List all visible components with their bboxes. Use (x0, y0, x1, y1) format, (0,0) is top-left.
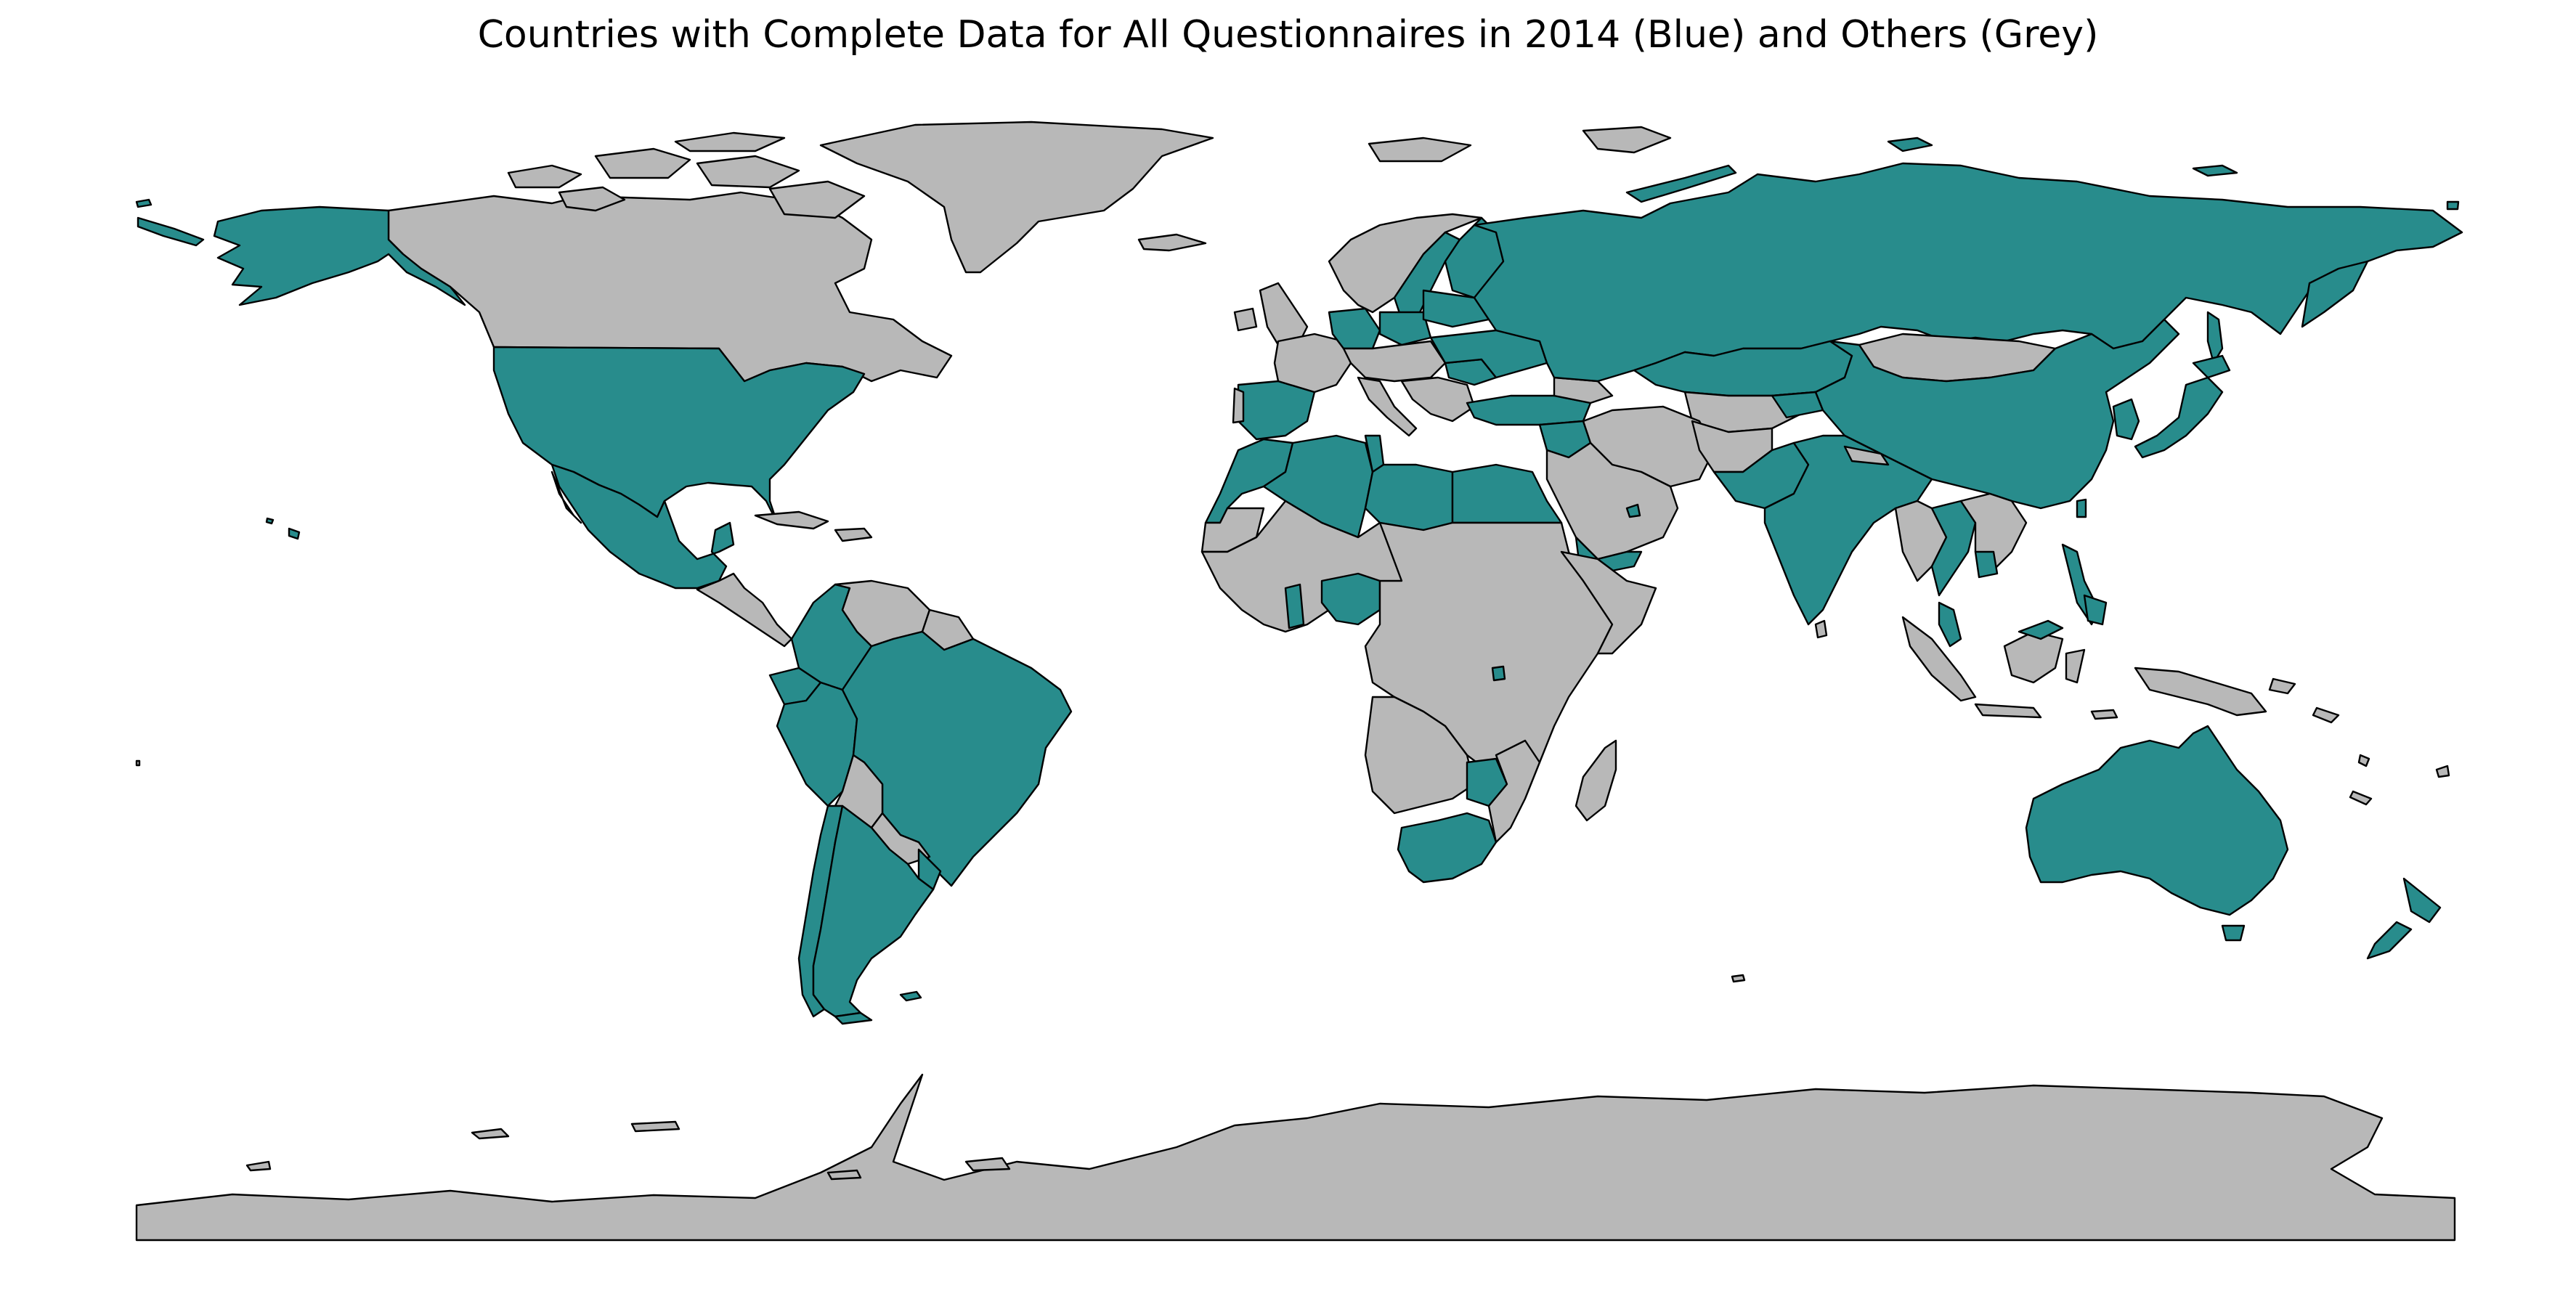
region-cambodia (1974, 550, 1999, 579)
region-cuba (754, 510, 829, 530)
region-java (1974, 703, 2042, 719)
region-borneo (2003, 630, 2064, 684)
region-usa (492, 346, 866, 524)
region-tierra-del-fuego (834, 1011, 873, 1025)
region-timor (2090, 709, 2118, 720)
region-baltics (1422, 289, 1490, 328)
region-arctic-archipelago-5 (768, 180, 866, 219)
region-fiji (2435, 765, 2450, 778)
region-canada (387, 191, 953, 390)
region-japan (2134, 376, 2224, 459)
region-severnaya-zemlya (1887, 137, 1933, 152)
region-antarctica (135, 1073, 2456, 1242)
region-australia (2025, 725, 2289, 916)
region-arctic-archipelago-6 (558, 186, 626, 212)
region-uganda (1491, 665, 1506, 682)
map-title: Countries with Complete Data for All Que… (477, 13, 2099, 57)
region-new-zealand-south (2366, 921, 2413, 960)
region-france (1273, 333, 1352, 394)
region-italy (1357, 376, 1418, 437)
region-mindanao (2083, 594, 2108, 626)
region-horn-of-africa (1560, 550, 1657, 655)
region-new-guinea (2134, 667, 2267, 717)
region-hispaniola (834, 527, 873, 542)
region-central-europe (1342, 340, 1447, 383)
region-ireland (1233, 307, 1258, 332)
region-antarctic-island-5 (245, 1160, 272, 1172)
region-morocco (1204, 438, 1294, 524)
region-kamchatka (2301, 260, 2369, 328)
region-arctic-island (1137, 233, 1207, 252)
region-arabia (1545, 441, 1679, 561)
region-iceland (1368, 137, 1472, 163)
region-new-zealand-north (2402, 877, 2442, 924)
region-arctic-archipelago-4 (674, 131, 786, 152)
region-arctic-archipelago-3 (696, 155, 800, 189)
region-mozambique (1487, 739, 1541, 844)
region-hokkaido (2192, 354, 2231, 379)
region-mexico (550, 463, 735, 590)
region-libya (1364, 463, 1454, 531)
region-malaysia-borneo (2018, 619, 2064, 640)
region-west-dot (135, 759, 141, 767)
region-portugal (1232, 387, 1245, 424)
region-new-siberian-islands (2192, 164, 2238, 177)
region-arctic-archipelago-2 (594, 147, 691, 179)
region-arctic-archipelago-1 (507, 164, 582, 189)
region-png-islands (2268, 677, 2296, 695)
region-aleutians (137, 216, 205, 247)
region-vanuatu (2357, 754, 2370, 767)
region-balkans (1400, 376, 1476, 423)
region-svalbard (1582, 126, 1672, 154)
region-hawaii-small (265, 517, 275, 525)
region-sakhalin (2206, 311, 2224, 364)
region-taiwan (2076, 498, 2087, 518)
region-oman-tip (1625, 503, 1641, 518)
region-south-africa (1397, 812, 1498, 884)
region-kerguelen (1731, 974, 1746, 983)
region-spain (1237, 380, 1316, 441)
region-argentina (812, 804, 935, 1018)
region-antarctic-island-2 (630, 1120, 680, 1133)
region-alaska (213, 205, 466, 306)
region-alaska-west-tip (135, 198, 153, 208)
region-solomons (2312, 706, 2340, 724)
region-sri-lanka (1814, 619, 1828, 639)
region-nigeria (1320, 572, 1381, 626)
region-ghana (1284, 583, 1305, 629)
region-central-africa (1364, 521, 1614, 786)
region-angola-zambia (1364, 696, 1476, 815)
region-egypt (1451, 463, 1563, 524)
region-korea (2112, 398, 2140, 441)
region-antarctic-island-4 (826, 1169, 862, 1181)
region-sulawesi (2065, 648, 2086, 684)
region-central-america (696, 572, 793, 648)
region-madagascar (1575, 739, 1617, 822)
region-hawaii (288, 527, 301, 540)
region-tasmania (2221, 924, 2246, 942)
region-new-caledonia (2349, 790, 2373, 806)
region-antarctic-island-3 (964, 1157, 1011, 1172)
region-antarctic-peninsula-island (471, 1128, 510, 1140)
region-russia-far-east-tip (2446, 200, 2460, 211)
region-novaya-zemlya (1625, 164, 1737, 203)
region-sumatra (1901, 616, 1977, 702)
region-uk (1259, 282, 1309, 346)
region-greenland (819, 121, 1214, 274)
region-poland (1378, 311, 1432, 346)
region-falklands (899, 990, 922, 1002)
region-nepal (1843, 445, 1890, 466)
region-malaysia-peninsula (1938, 601, 1962, 648)
